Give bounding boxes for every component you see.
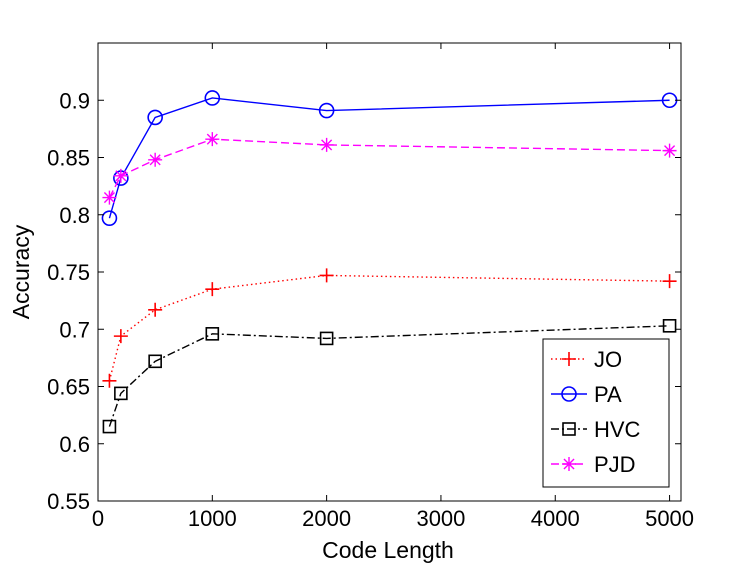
data-point [319, 331, 334, 346]
data-point [147, 109, 163, 126]
data-point [101, 210, 118, 226]
legend-marker [562, 422, 576, 436]
data-point [114, 386, 128, 401]
legend-item-jo: JO [551, 347, 622, 372]
legend-marker [562, 352, 576, 366]
series-jo [102, 268, 677, 388]
x-tick-label: 3000 [416, 506, 465, 531]
legend-box [542, 338, 670, 488]
legend: JO PA HVC PJD [542, 338, 670, 488]
data-point [319, 268, 334, 283]
x-tick-label: 1000 [188, 506, 237, 531]
y-tick-label: 0.9 [59, 88, 90, 113]
series-pjd [102, 132, 677, 205]
series-line [108, 325, 670, 427]
series-hvc [102, 319, 677, 434]
y-tick-label: 0.85 [47, 146, 90, 171]
data-point [102, 419, 117, 434]
data-point [148, 354, 162, 369]
legend-label: HVC [594, 417, 641, 442]
x-tick-label: 4000 [531, 506, 580, 531]
x-tick-label: 0 [92, 506, 104, 531]
y-tick-label: 0.8 [59, 203, 90, 228]
x-axis-label: Code Length [322, 537, 454, 563]
series-line [108, 138, 670, 198]
data-point [662, 319, 677, 333]
data-point [102, 190, 117, 205]
legend-label: PA [594, 382, 622, 407]
y-tick-label: 0.65 [47, 375, 90, 400]
y-tick-label: 0.6 [59, 432, 90, 457]
data-point [662, 143, 677, 158]
legend-item-pa: PA [551, 382, 622, 407]
series-layer [101, 90, 678, 434]
data-point [318, 102, 335, 119]
x-tick-label: 5000 [645, 506, 694, 531]
data-point [148, 152, 163, 167]
legend-marker [561, 386, 577, 402]
data-point [662, 274, 677, 289]
data-point [205, 132, 220, 147]
y-tick-label: 0.55 [47, 489, 90, 514]
legend-item-hvc: HVC [551, 417, 641, 442]
legend-marker [562, 457, 576, 471]
data-point [102, 373, 117, 388]
x-tick-label: 2000 [302, 506, 351, 531]
data-point [205, 282, 220, 297]
data-point [319, 137, 334, 152]
data-point [148, 302, 163, 317]
legend-item-pjd: PJD [551, 452, 636, 477]
y-tick-label: 0.7 [59, 317, 90, 342]
y-axis-label: Accuracy [8, 224, 34, 319]
legend-label: PJD [594, 452, 636, 477]
data-point [204, 90, 221, 106]
legend-label: JO [594, 347, 622, 372]
axes: 0 1000 2000 3000 4000 5000 0.55 0.6 0.65 0.7 0.75 0… [47, 42, 694, 531]
data-point [113, 168, 128, 183]
data-point [113, 329, 128, 344]
data-point [205, 327, 220, 341]
y-tick-label: 0.75 [47, 260, 90, 285]
